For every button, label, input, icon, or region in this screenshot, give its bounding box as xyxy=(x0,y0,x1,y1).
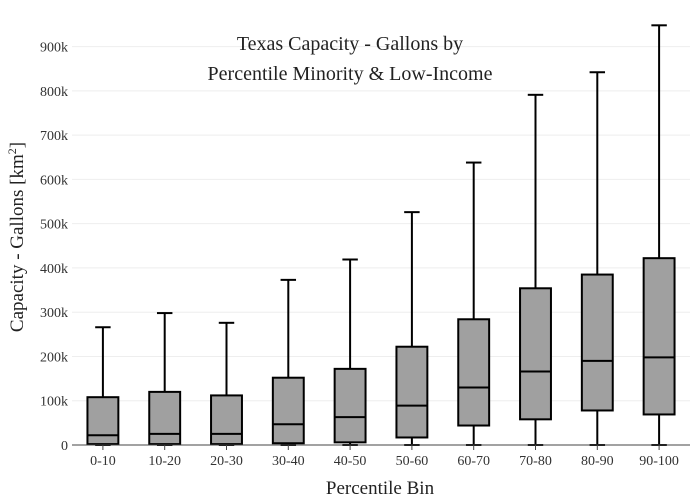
box-group xyxy=(148,312,182,446)
box-iqr xyxy=(395,345,429,439)
box-iqr xyxy=(642,257,676,416)
y-tick-labels: 0 100k 200k 300k 400k 500k 600k 700k 800k 900k xyxy=(40,41,68,454)
y-tick-label: 100k xyxy=(40,395,68,410)
box-group xyxy=(395,211,429,446)
x-tick-label: 70-80 xyxy=(519,454,552,469)
y-axis-title-superscript: 2 xyxy=(5,148,19,154)
y-tick-label: 200k xyxy=(40,350,68,365)
box-iqr xyxy=(271,376,305,445)
x-axis-title: Percentile Bin xyxy=(326,478,435,499)
y-tick-label: 500k xyxy=(40,218,68,233)
box-series xyxy=(86,24,676,446)
x-tick-label: 30-40 xyxy=(272,454,305,469)
box-iqr xyxy=(333,367,367,444)
box-iqr xyxy=(519,287,552,421)
y-tick-label: 400k xyxy=(40,262,68,277)
box-group xyxy=(271,278,305,446)
y-tick-label: 700k xyxy=(40,129,68,144)
x-tick-labels: 0-10 10-20 20-30 30-40 40-50 50-60 60-70 70-80 8… xyxy=(90,445,679,469)
x-tick-label: 40-50 xyxy=(334,454,367,469)
y-axis-title-suffix: ] xyxy=(7,142,28,148)
chart-title: Texas Capacity - Gallons by xyxy=(237,33,463,55)
box-group xyxy=(642,24,676,446)
box-iqr xyxy=(148,390,182,446)
x-tick-label: 60-70 xyxy=(457,454,490,469)
x-tick-label: 80-90 xyxy=(581,454,614,469)
box-group xyxy=(333,258,367,446)
chart-subtitle: Percentile Minority & Low-Income xyxy=(208,63,493,85)
box-group xyxy=(580,71,614,446)
x-tick-label: 10-20 xyxy=(148,454,181,469)
box-iqr xyxy=(86,396,120,446)
gridlines xyxy=(72,46,690,402)
box-group xyxy=(210,321,243,446)
x-tick-label: 90-100 xyxy=(639,454,679,469)
box-group xyxy=(86,326,120,446)
y-tick-label: 0 xyxy=(61,439,68,454)
box-iqr xyxy=(210,394,243,446)
box-group xyxy=(457,161,491,446)
x-tick-label: 0-10 xyxy=(90,454,116,469)
x-tick-label: 20-30 xyxy=(210,454,243,469)
y-tick-label: 600k xyxy=(40,173,68,188)
y-axis-title-main: Capacity - Gallons [km xyxy=(7,154,28,332)
y-tick-label: 300k xyxy=(40,306,68,321)
box-iqr xyxy=(580,273,614,412)
box-iqr xyxy=(457,318,491,427)
y-tick-label: 800k xyxy=(40,85,68,100)
box-group xyxy=(519,93,552,446)
y-axis-title: Capacity - Gallons [km2] xyxy=(5,142,28,332)
y-tick-label: 900k xyxy=(40,41,68,56)
x-tick-label: 50-60 xyxy=(396,454,429,469)
